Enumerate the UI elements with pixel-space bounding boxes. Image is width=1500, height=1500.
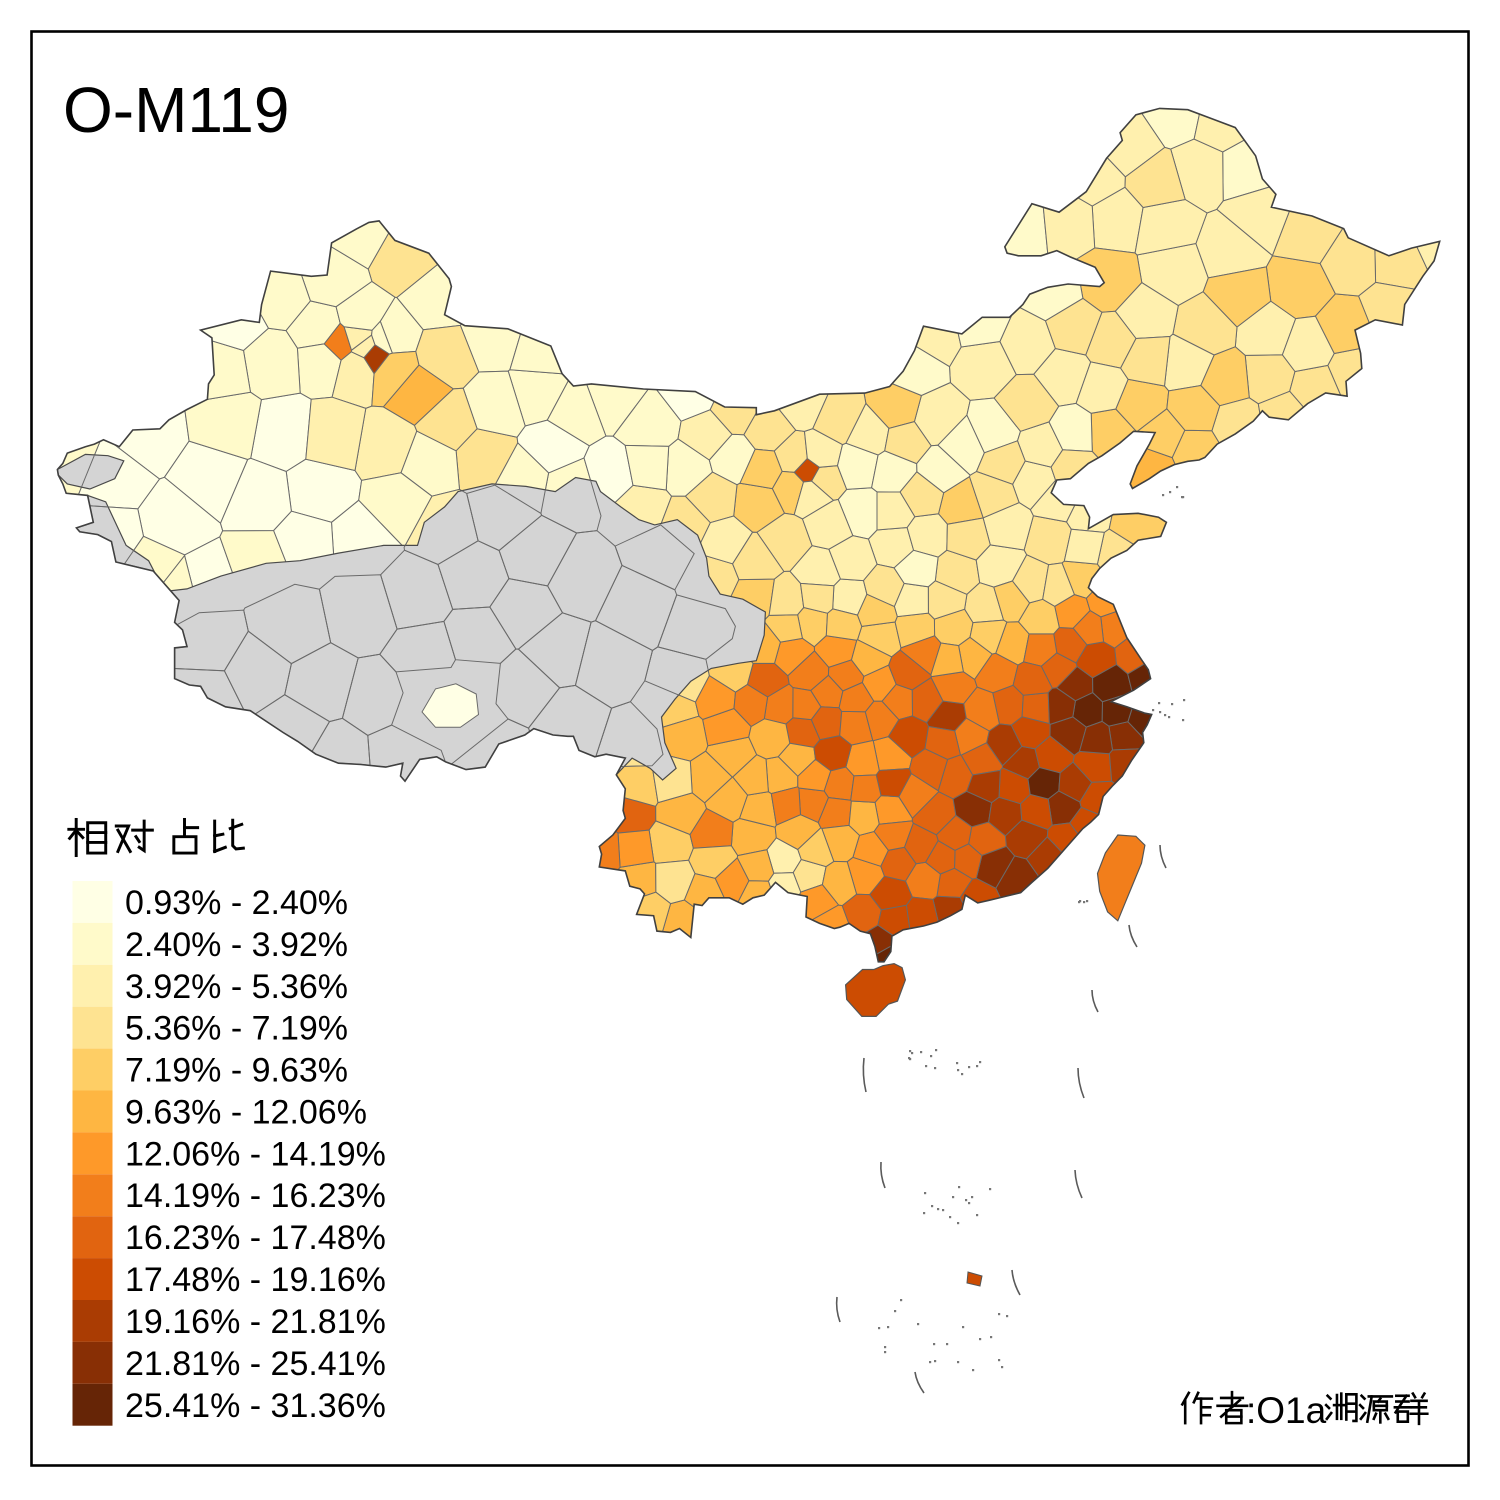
svg-text:14.19% - 16.23%: 14.19% - 16.23% xyxy=(125,1177,386,1215)
svg-text::O1a: :O1a xyxy=(1246,1390,1327,1431)
svg-text:12.06% - 14.19%: 12.06% - 14.19% xyxy=(125,1135,386,1173)
svg-text:0.93% - 2.40%: 0.93% - 2.40% xyxy=(125,884,348,922)
svg-text:O-M119: O-M119 xyxy=(63,74,289,146)
svg-text:19.16% - 21.81%: 19.16% - 21.81% xyxy=(125,1303,386,1341)
svg-text:2.40% - 3.92%: 2.40% - 3.92% xyxy=(125,926,348,964)
svg-text:25.41% - 31.36%: 25.41% - 31.36% xyxy=(125,1387,386,1425)
svg-text:3.92% - 5.36%: 3.92% - 5.36% xyxy=(125,968,348,1006)
svg-text:16.23% - 17.48%: 16.23% - 17.48% xyxy=(125,1219,386,1257)
svg-text:21.81% - 25.41%: 21.81% - 25.41% xyxy=(125,1345,386,1383)
svg-text:7.19% - 9.63%: 7.19% - 9.63% xyxy=(125,1052,348,1090)
svg-text:9.63% - 12.06%: 9.63% - 12.06% xyxy=(125,1094,367,1132)
svg-text:17.48% - 19.16%: 17.48% - 19.16% xyxy=(125,1261,386,1299)
svg-text:5.36% - 7.19%: 5.36% - 7.19% xyxy=(125,1010,348,1048)
